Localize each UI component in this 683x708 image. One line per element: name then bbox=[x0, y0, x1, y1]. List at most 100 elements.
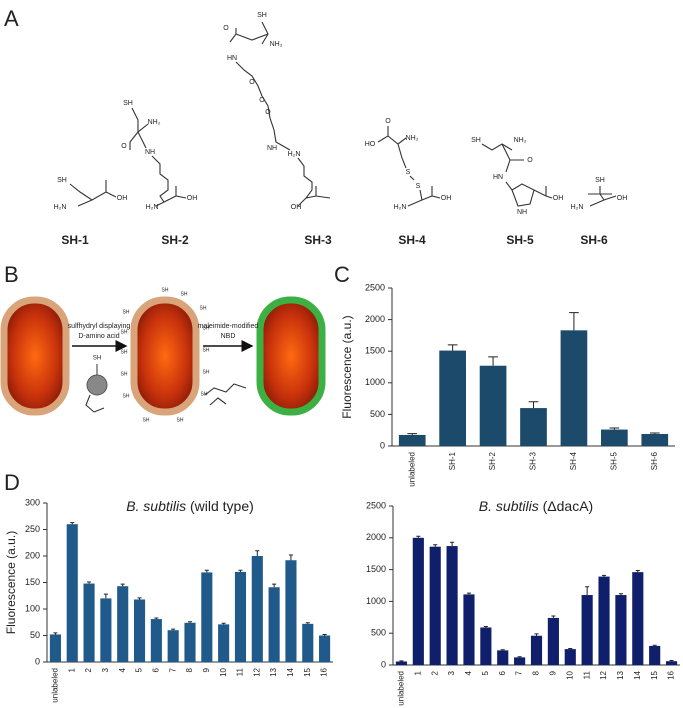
bar bbox=[218, 624, 230, 662]
bar bbox=[302, 623, 314, 662]
thiol-label: SH bbox=[203, 369, 210, 375]
x-tick-label: 10 bbox=[219, 667, 228, 676]
bar bbox=[463, 594, 475, 665]
error-bar bbox=[137, 597, 142, 600]
atom-label: SH bbox=[57, 177, 67, 184]
error-bar bbox=[528, 401, 539, 409]
atom-label: SH bbox=[471, 137, 481, 144]
error-bar bbox=[399, 660, 404, 662]
error-bar bbox=[609, 427, 620, 430]
bar bbox=[564, 649, 576, 665]
atom-label: NH₂ bbox=[514, 137, 527, 144]
bar-chart: 0 500 1000 1500 2000 2500 B. subtilis (ΔdacA) u… bbox=[366, 498, 680, 706]
compound-label: SH-3 bbox=[304, 233, 332, 247]
x-tick-label: 1 bbox=[67, 667, 76, 672]
x-tick-label: SH-2 bbox=[488, 451, 497, 470]
atom-label: NH bbox=[145, 149, 155, 156]
atom-label: HN bbox=[493, 174, 503, 181]
error-bar bbox=[407, 433, 418, 435]
y-tick-label: 2500 bbox=[366, 500, 386, 510]
x-tick-label: 2 bbox=[84, 667, 93, 672]
atom-label: SH bbox=[595, 177, 605, 184]
atom-label: O bbox=[249, 79, 255, 86]
x-tick-label: 16 bbox=[320, 667, 329, 676]
y-tick-label: 250 bbox=[25, 524, 40, 534]
compound-label: SH-2 bbox=[161, 233, 189, 247]
thiol-label: SH bbox=[93, 356, 101, 362]
error-bar bbox=[171, 628, 176, 631]
panel-letter: D bbox=[4, 470, 20, 495]
bar bbox=[429, 546, 441, 665]
x-tick-label: 3 bbox=[447, 670, 456, 675]
bar bbox=[439, 350, 466, 446]
thiol-label: SH bbox=[162, 287, 169, 293]
error-bar bbox=[450, 541, 455, 547]
error-bar bbox=[447, 344, 458, 351]
error-bar bbox=[288, 554, 293, 561]
cell bbox=[0, 296, 70, 416]
atom-label: NH bbox=[517, 209, 527, 216]
atom-label: H₂N bbox=[394, 204, 407, 211]
x-tick-label: 15 bbox=[303, 667, 312, 676]
error-bar bbox=[120, 583, 125, 587]
x-tick-label: 9 bbox=[548, 670, 557, 675]
x-tick-label: 2 bbox=[430, 670, 439, 675]
thiol-label: SH bbox=[177, 417, 184, 423]
panel-letter: A bbox=[4, 6, 19, 31]
error-bar bbox=[551, 615, 556, 618]
compound-label: SH-5 bbox=[506, 233, 534, 247]
error-bar bbox=[500, 649, 505, 651]
atom-label: O bbox=[265, 109, 271, 116]
thiol-label: SH bbox=[143, 417, 150, 423]
thiol-label: SH bbox=[121, 329, 128, 335]
x-tick-label: 6 bbox=[151, 667, 160, 672]
x-tick-label: unlabeled bbox=[51, 668, 60, 703]
x-tick-label: 13 bbox=[269, 667, 278, 676]
bar bbox=[395, 661, 408, 665]
bar bbox=[398, 434, 426, 446]
title-part: (wild type) bbox=[186, 498, 254, 514]
atom-label: NH₂ bbox=[270, 41, 283, 48]
bar bbox=[268, 587, 280, 662]
thiol-label: SH bbox=[123, 309, 130, 315]
x-tick-label: 11 bbox=[582, 670, 591, 679]
y-tick-label: 500 bbox=[371, 628, 386, 638]
error-bar bbox=[204, 569, 209, 573]
y-tick-label: 2500 bbox=[365, 282, 385, 292]
x-tick-label: 4 bbox=[118, 667, 127, 672]
bar bbox=[251, 556, 263, 662]
atom-label: HO bbox=[365, 141, 376, 148]
x-tick-label: 5 bbox=[481, 670, 490, 675]
error-bar bbox=[187, 621, 193, 623]
atom-label: SH bbox=[257, 12, 267, 19]
x-tick-label: 6 bbox=[498, 670, 507, 675]
x-tick-label: 1 bbox=[413, 670, 422, 675]
bar bbox=[201, 572, 213, 662]
atom-label: O bbox=[223, 25, 229, 32]
atom-label: S bbox=[406, 169, 411, 176]
atom-label: O bbox=[385, 118, 391, 125]
x-tick-label: 7 bbox=[515, 670, 524, 675]
y-tick-label: 0 bbox=[380, 440, 385, 450]
atom-label: OH bbox=[441, 195, 452, 202]
bar bbox=[649, 645, 661, 665]
error-bar bbox=[53, 632, 58, 635]
bar bbox=[319, 635, 331, 662]
bar bbox=[479, 365, 507, 446]
y-tick-label: 1500 bbox=[366, 564, 386, 574]
bar bbox=[184, 622, 196, 662]
chart-title: B. subtilis (wild type) bbox=[126, 498, 254, 514]
thiol-label: SH bbox=[181, 291, 188, 297]
error-bar bbox=[517, 656, 522, 658]
error-bar bbox=[635, 570, 640, 573]
y-axis-label: Fluorescence (a.u.) bbox=[4, 531, 18, 634]
x-tick-label: SH-1 bbox=[448, 451, 457, 470]
chart-title: B. subtilis (ΔdacA) bbox=[479, 498, 593, 514]
atom-label: OH bbox=[117, 195, 128, 202]
y-tick-label: 2000 bbox=[365, 314, 385, 324]
bar bbox=[520, 408, 547, 446]
error-bar bbox=[70, 522, 75, 525]
x-tick-label: SH-5 bbox=[609, 451, 618, 470]
x-tick-label: SH-6 bbox=[650, 451, 659, 470]
x-tick-label: 11 bbox=[236, 667, 245, 676]
